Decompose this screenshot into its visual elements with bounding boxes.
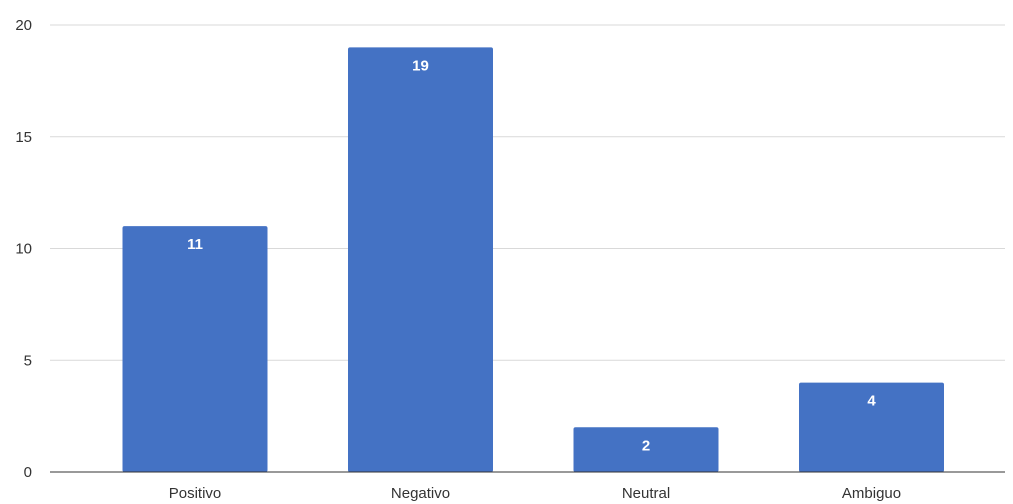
x-category-label-ambiguo: Ambiguo [842,485,901,502]
bar-ambiguo [799,382,944,472]
x-category-label-negativo: Negativo [391,485,450,502]
x-category-label-neutral: Neutral [622,485,670,502]
data-label-neutral: 2 [642,437,650,454]
bar-positivo [122,226,268,472]
data-labels: 11 19 2 4 [187,57,876,454]
y-tick-label-5: 5 [24,352,32,369]
y-tick-label-20: 20 [15,17,32,34]
data-label-negativo: 19 [412,57,429,74]
data-label-ambiguo: 4 [867,393,876,410]
data-label-positivo: 11 [187,236,203,253]
bars [122,47,944,472]
bar-neutral [573,427,719,472]
y-axis-tick-labels: 0 5 10 15 20 [15,17,32,481]
x-axis-category-labels: Positivo Negativo Neutral Ambiguo [169,485,901,502]
y-tick-label-0: 0 [24,464,32,481]
x-category-label-positivo: Positivo [169,485,222,502]
y-tick-label-10: 10 [15,241,32,258]
bar-negativo [348,47,493,472]
y-tick-label-15: 15 [15,129,32,146]
